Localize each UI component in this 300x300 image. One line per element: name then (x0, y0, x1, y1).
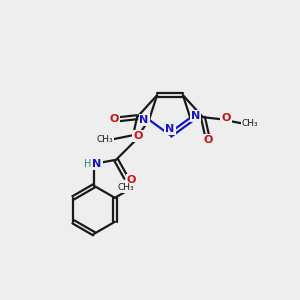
Text: CH₃: CH₃ (97, 135, 113, 144)
Text: O: O (126, 175, 136, 185)
Text: O: O (221, 113, 231, 123)
Text: N: N (140, 115, 149, 125)
Text: CH₃: CH₃ (118, 183, 134, 192)
Text: N: N (92, 159, 102, 169)
Text: N: N (191, 111, 200, 121)
Text: O: O (134, 131, 143, 141)
Text: CH₃: CH₃ (242, 119, 258, 128)
Text: N: N (165, 124, 175, 134)
Text: H: H (84, 159, 92, 169)
Text: O: O (110, 114, 119, 124)
Text: O: O (203, 135, 213, 145)
